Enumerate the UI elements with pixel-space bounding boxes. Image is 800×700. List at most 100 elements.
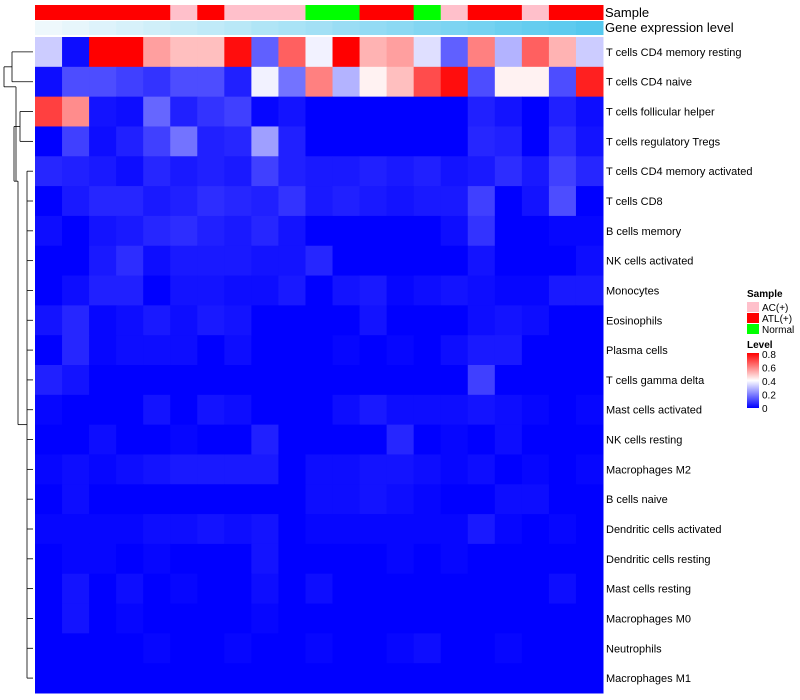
heatmap-cell <box>467 245 496 277</box>
heatmap-cell <box>197 365 225 396</box>
heatmap-cell <box>386 365 415 396</box>
heatmap-cell <box>413 543 442 575</box>
heatmap-cell <box>278 96 306 127</box>
heatmap-cell <box>89 573 117 605</box>
gene-annotation-cell <box>89 21 117 35</box>
heatmap-cell <box>170 514 198 545</box>
heatmap-cell <box>359 305 388 336</box>
heatmap-cell <box>35 37 63 68</box>
heatmap-cell <box>197 37 225 68</box>
heatmap-cell <box>359 365 388 396</box>
heatmap-cell <box>521 543 550 575</box>
heatmap-cell <box>359 663 388 694</box>
sample-annotation-cell <box>305 5 334 20</box>
heatmap-cell <box>224 454 252 485</box>
heatmap-cell <box>224 335 252 366</box>
heatmap-cell <box>170 335 198 366</box>
heatmap-cell <box>62 663 90 694</box>
heatmap-cell <box>278 424 306 455</box>
heatmap-cell <box>548 335 577 366</box>
heatmap-cell <box>62 543 90 575</box>
gene-annotation-cell <box>440 21 469 35</box>
heatmap-cell <box>62 275 90 306</box>
sample-annotation-cell <box>143 5 171 20</box>
heatmap-cell <box>197 514 225 545</box>
heatmap-cell <box>521 335 550 366</box>
heatmap-cell <box>413 424 442 455</box>
heatmap-cell <box>332 156 361 187</box>
heatmap-cell <box>494 394 523 426</box>
heatmap-cell <box>521 365 550 396</box>
sample-annotation-cell <box>359 5 388 20</box>
gene-annotation-cell <box>521 21 550 35</box>
heatmap-cell <box>494 37 523 68</box>
heatmap-cell <box>413 275 442 306</box>
sample-annotation-cell <box>413 5 442 20</box>
heatmap-cell <box>278 514 306 545</box>
heatmap-cell <box>440 275 469 306</box>
heatmap-cell <box>197 484 225 515</box>
heatmap-cell <box>278 365 306 396</box>
heatmap-cell <box>359 543 388 575</box>
heatmap-cell <box>359 603 388 634</box>
heatmap-cell <box>170 633 198 664</box>
heatmap-cell <box>575 484 604 515</box>
heatmap-cell <box>278 454 306 485</box>
row-dendrogram <box>3 51 33 679</box>
heatmap-cell <box>62 37 90 68</box>
heatmap-cell <box>332 245 361 277</box>
heatmap-cell <box>143 424 171 455</box>
heatmap-cell <box>305 394 334 426</box>
heatmap-cell <box>170 186 198 217</box>
heatmap-cell <box>116 543 144 575</box>
legend-sample-label: Normal <box>762 325 794 336</box>
sample-annotation-cell <box>89 5 117 20</box>
heatmap-cell <box>332 603 361 634</box>
heatmap-cell <box>548 394 577 426</box>
heatmap-cell <box>359 573 388 605</box>
heatmap-cell <box>89 514 117 545</box>
row-label: Monocytes <box>606 285 660 297</box>
heatmap-cell <box>143 603 171 634</box>
row-label: T cells CD4 memory activated <box>606 166 753 178</box>
heatmap-cell <box>521 96 550 127</box>
heatmap-cell <box>359 275 388 306</box>
heatmap-cell <box>575 424 604 455</box>
heatmap-cell <box>386 126 415 157</box>
heatmap-cell <box>89 215 117 247</box>
heatmap-cell <box>467 484 496 515</box>
heatmap-cell <box>251 66 279 98</box>
heatmap-cell <box>521 603 550 634</box>
heatmap-cell <box>197 215 225 247</box>
heatmap-cell <box>305 215 334 247</box>
heatmap-cell <box>548 543 577 575</box>
heatmap-cell <box>197 245 225 277</box>
heatmap-cell <box>440 156 469 187</box>
heatmap-cell <box>386 186 415 217</box>
heatmap-cell <box>197 186 225 217</box>
heatmap-cell <box>116 37 144 68</box>
heatmap-cell <box>413 514 442 545</box>
heatmap-cell <box>116 156 144 187</box>
heatmap-cell <box>467 66 496 98</box>
heatmap-cell <box>575 663 604 694</box>
heatmap-cell <box>116 245 144 277</box>
heatmap-cell <box>62 514 90 545</box>
heatmap-cell <box>224 37 252 68</box>
gene-expression-annotation-bar <box>35 21 604 35</box>
heatmap-cell <box>170 603 198 634</box>
heatmap-cell <box>413 215 442 247</box>
heatmap-cell <box>413 186 442 217</box>
heatmap-cell <box>251 335 279 366</box>
heatmap-cell <box>170 454 198 485</box>
heatmap-cell <box>251 573 279 605</box>
heatmap-cell <box>386 573 415 605</box>
heatmap-cell <box>575 156 604 187</box>
heatmap-cell <box>521 186 550 217</box>
heatmap-cell <box>305 275 334 306</box>
row-label: Mast cells resting <box>606 584 691 596</box>
gene-annotation-cell <box>413 21 442 35</box>
heatmap-cell <box>35 394 63 426</box>
heatmap-cell <box>143 66 171 98</box>
heatmap-cell <box>548 484 577 515</box>
